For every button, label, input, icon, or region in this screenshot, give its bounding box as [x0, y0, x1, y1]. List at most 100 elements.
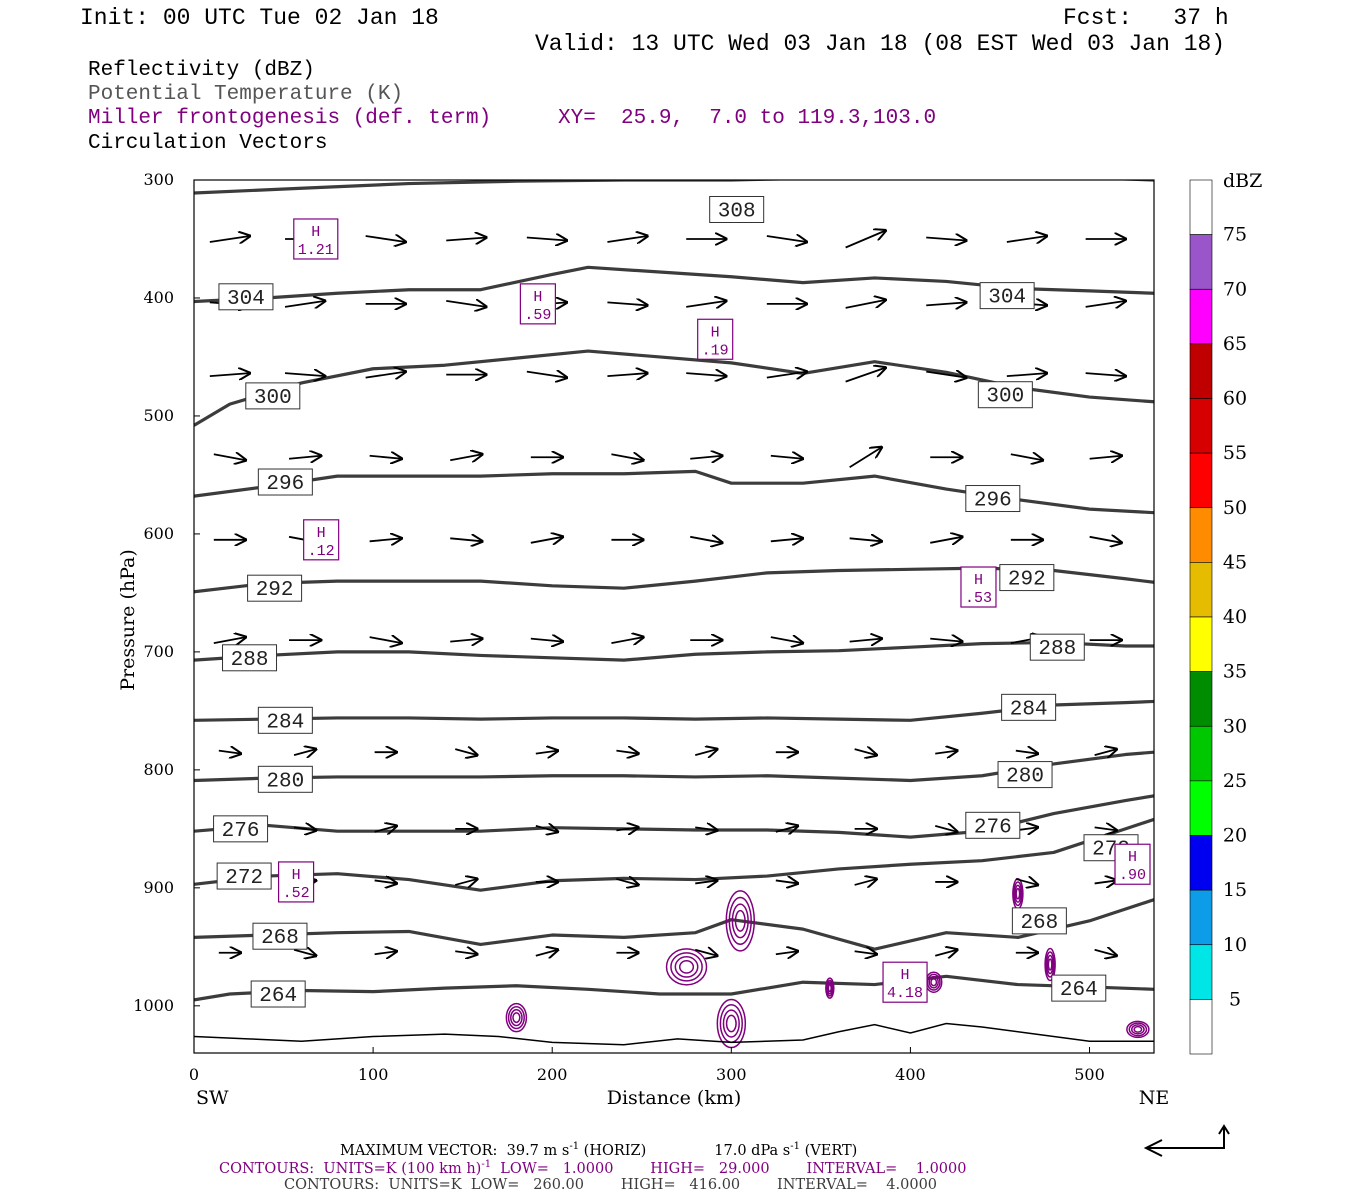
circulation-vector	[616, 879, 638, 885]
frontogenesis-contour	[512, 1012, 521, 1024]
circulation-vector	[1015, 751, 1038, 754]
circulation-vector	[935, 751, 957, 754]
frontogenesis-contour	[731, 903, 749, 939]
colorbar-bin	[1189, 562, 1213, 618]
colorbar-bin	[1189, 725, 1213, 782]
circulation-vector	[930, 537, 962, 543]
colorbar-bin	[1189, 944, 1213, 1000]
circulation-vector	[374, 826, 397, 832]
theta-label: 268	[1020, 912, 1058, 935]
circulation-vector	[775, 951, 798, 954]
contours-frontogenesis-line: CONTOURS: UNITS=K (100 km h)-1 LOW= 1.00…	[219, 1159, 967, 1177]
circulation-vector	[455, 749, 477, 755]
theta-label-box	[965, 811, 1021, 839]
frontogenesis-contour	[728, 896, 752, 946]
theta-label: 284	[1010, 698, 1048, 721]
frontogenesis-max-marker: H	[901, 967, 910, 984]
colorbar-bin	[1189, 452, 1213, 509]
frontogenesis-max-value: .53	[965, 590, 992, 607]
circulation-vector	[1006, 373, 1047, 376]
theta-label-box	[257, 468, 313, 496]
theta-contour-276	[194, 794, 1154, 839]
circulation-vector	[845, 230, 886, 249]
theta-label: 280	[266, 770, 304, 793]
frontogenesis-contour	[670, 952, 703, 982]
frontogenesis-max-value: .90	[1119, 867, 1146, 884]
theta-label-box	[1011, 907, 1067, 935]
frontogenesis-contour	[826, 981, 833, 995]
frontogenesis-max-box	[960, 566, 997, 608]
theta-label-box	[216, 862, 272, 890]
frontogenesis-max-marker: H	[974, 572, 983, 589]
circulation-vector	[845, 368, 886, 383]
x-axis-title: Distance (km)	[607, 1087, 742, 1109]
circulation-vector	[686, 301, 726, 307]
circulation-vector	[1085, 301, 1126, 307]
circulation-vector	[365, 236, 406, 242]
frontogenesis-max-box	[277, 861, 315, 903]
theta-label-box	[222, 644, 278, 672]
colorbar-bin	[1189, 999, 1213, 1055]
circulation-vector	[288, 456, 321, 459]
frontogenesis-contour	[930, 978, 938, 987]
theta-contour-272	[194, 817, 1154, 892]
circulation-vector	[926, 237, 966, 240]
field-reflectivity: Reflectivity (dBZ)	[88, 59, 315, 82]
circulation-vector	[1094, 950, 1117, 956]
colorbar-tick-label: 40	[1223, 606, 1247, 628]
circulation-vector	[530, 639, 563, 642]
theta-label: 292	[1008, 569, 1046, 592]
frontogenesis-contour	[825, 977, 835, 999]
colorbar-tick-label: 55	[1223, 442, 1247, 464]
colorbar-tick-label: 20	[1223, 825, 1247, 847]
field-frontogenesis: Miller frontogenesis (def. term)	[88, 107, 492, 130]
frontogenesis-max-marker: H	[533, 289, 542, 306]
frontogenesis-contour	[716, 998, 747, 1049]
circulation-vector	[607, 236, 647, 242]
circulation-vector	[450, 454, 482, 460]
circulation-vector	[209, 236, 250, 242]
frontogenesis-contour	[1015, 887, 1021, 900]
circulation-vector	[854, 749, 877, 755]
theta-label-box	[999, 564, 1055, 592]
theta-label: 288	[1038, 638, 1076, 661]
circulation-vector	[695, 950, 717, 956]
circulation-vector	[845, 300, 886, 309]
y-tick-label: 900	[143, 878, 174, 897]
theta-label: 276	[222, 820, 260, 843]
theta-label-box	[979, 282, 1035, 310]
circulation-vector	[284, 373, 325, 376]
frontogenesis-contour	[725, 890, 756, 952]
circulation-vector	[293, 950, 316, 956]
circulation-vector	[535, 950, 558, 956]
circulation-vector	[690, 537, 722, 543]
frontogenesis-contour	[1046, 954, 1054, 975]
frontogenesis-contour	[674, 956, 699, 978]
theta-label: 264	[1060, 979, 1098, 1002]
circulation-vector	[450, 538, 482, 541]
theta-contour-264	[194, 974, 1154, 1002]
circulation-vector	[935, 826, 957, 832]
colorbar-tick-label: 45	[1223, 551, 1247, 573]
x-tick-label: 300	[716, 1065, 747, 1084]
plot-frame	[193, 179, 1155, 1054]
colorbar-tick-label: 5	[1229, 988, 1241, 1010]
circulation-vector	[686, 373, 726, 376]
theta-label: 300	[986, 386, 1024, 409]
theta-label: 264	[259, 985, 297, 1008]
theta-label-box	[252, 922, 308, 950]
circulation-vector	[1085, 373, 1126, 376]
terrain-line	[194, 1022, 1154, 1046]
frontogenesis-max-value: .59	[524, 307, 551, 324]
frontogenesis-contour	[1044, 947, 1056, 982]
circulation-vector	[535, 751, 558, 754]
frontogenesis-contour	[505, 1002, 528, 1033]
circulation-vector	[770, 637, 803, 643]
circulation-vector	[611, 454, 643, 460]
theta-label-box	[709, 195, 765, 223]
ne-label: NE	[1139, 1087, 1170, 1109]
theta-label-box	[965, 485, 1021, 513]
circulation-vector	[766, 372, 807, 378]
dbz-colorbar: 5 10 15 20 25 30 35 40 45 50 55 60 65 70 75	[1189, 179, 1247, 1055]
frontogenesis-max-box	[303, 519, 340, 561]
